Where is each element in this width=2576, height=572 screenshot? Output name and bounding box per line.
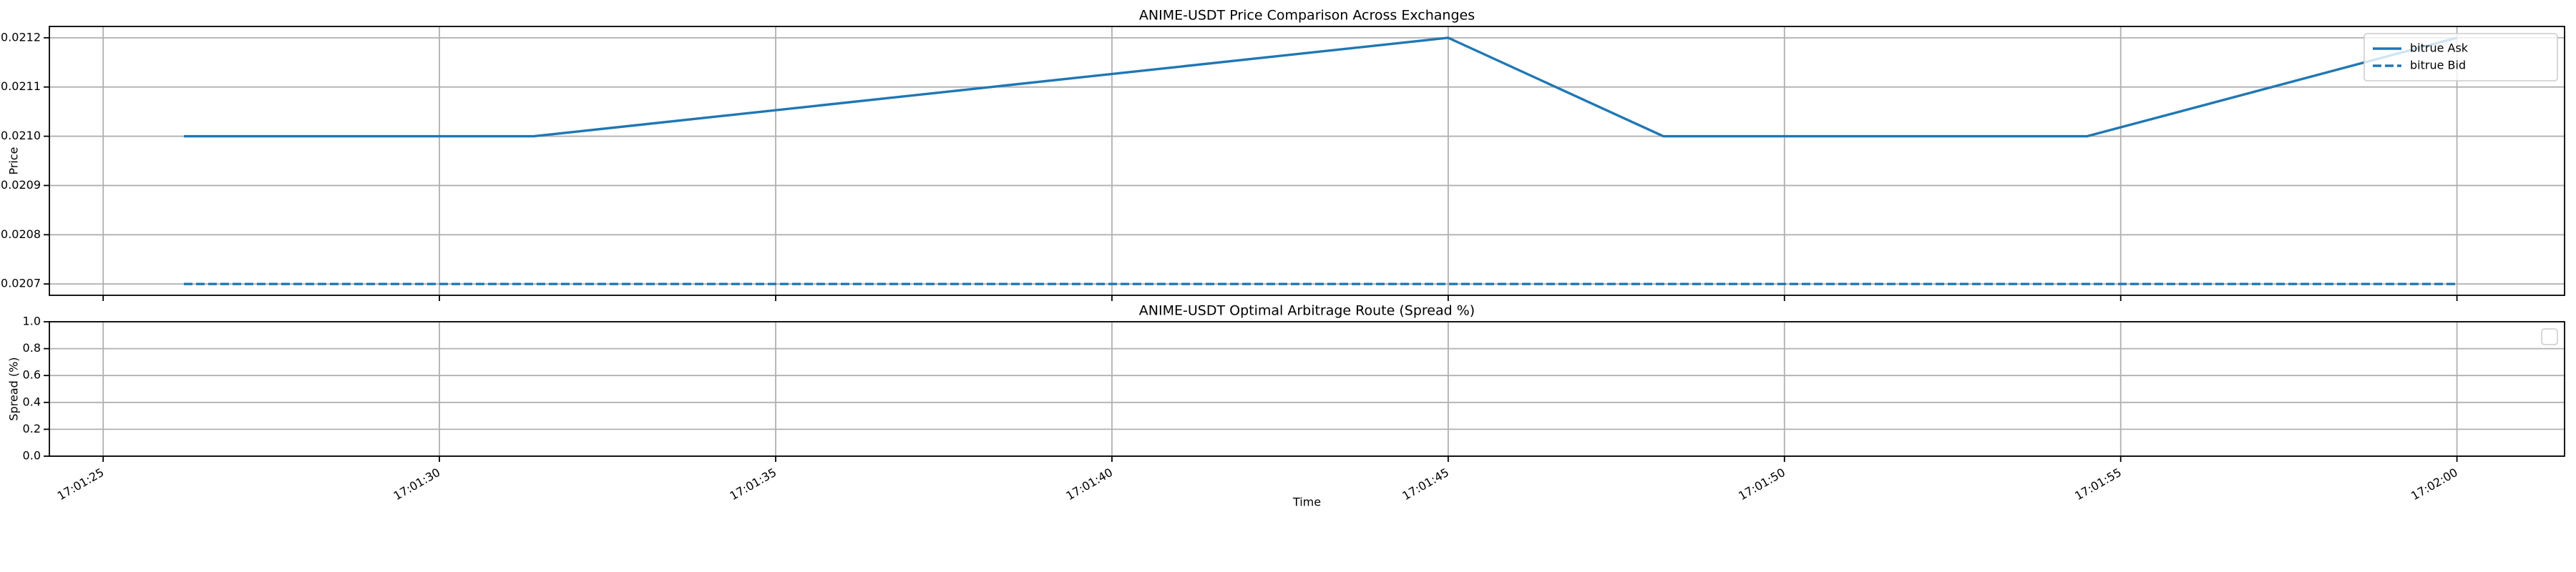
legend-label: bitrue Bid — [2410, 59, 2466, 72]
legend-label: bitrue Ask — [2410, 41, 2469, 55]
legend-box — [2363, 33, 2558, 82]
y-tick-label: 0.8 — [23, 341, 41, 355]
y-tick-label: 0.0210 — [1, 129, 41, 142]
y-tick-label: 0.6 — [23, 368, 41, 382]
y-tick-label: 0.0 — [23, 449, 41, 463]
axes-frame — [49, 26, 2565, 296]
x-tick-label: 17:01:55 — [2072, 465, 2124, 503]
x-tick-label: 17:01:40 — [1063, 465, 1115, 503]
y-axis-label: Spread (%) — [7, 357, 21, 420]
y-tick-label: 0.0209 — [1, 178, 41, 192]
x-tick-label: 17:01:50 — [1736, 465, 1787, 503]
y-tick-label: 0.4 — [23, 395, 41, 408]
y-tick-label: 0.2 — [23, 422, 41, 435]
y-tick-label: 1.0 — [23, 315, 41, 328]
chart-title: ANIME-USDT Optimal Arbitrage Route (Spre… — [1139, 303, 1475, 319]
x-tick-label: 17:01:35 — [728, 465, 779, 503]
x-tick-label: 17:02:00 — [2409, 465, 2460, 503]
series-line — [183, 36, 2458, 138]
y-tick-label: 0.0211 — [1, 79, 41, 93]
y-axis-label: Price — [7, 147, 21, 174]
chart-title: ANIME-USDT Price Comparison Across Excha… — [1139, 8, 1475, 24]
y-tick-label: 0.0212 — [1, 30, 41, 44]
x-axis-label: Time — [1292, 495, 1321, 509]
legend-box — [2541, 328, 2558, 345]
y-tick-label: 0.0207 — [1, 277, 41, 290]
x-tick-label: 17:01:30 — [391, 465, 443, 503]
x-tick-label: 17:01:25 — [55, 465, 107, 503]
axes-frame — [49, 321, 2565, 457]
y-tick-label: 0.0208 — [1, 227, 41, 241]
x-tick-label: 17:01:45 — [1400, 465, 1451, 503]
